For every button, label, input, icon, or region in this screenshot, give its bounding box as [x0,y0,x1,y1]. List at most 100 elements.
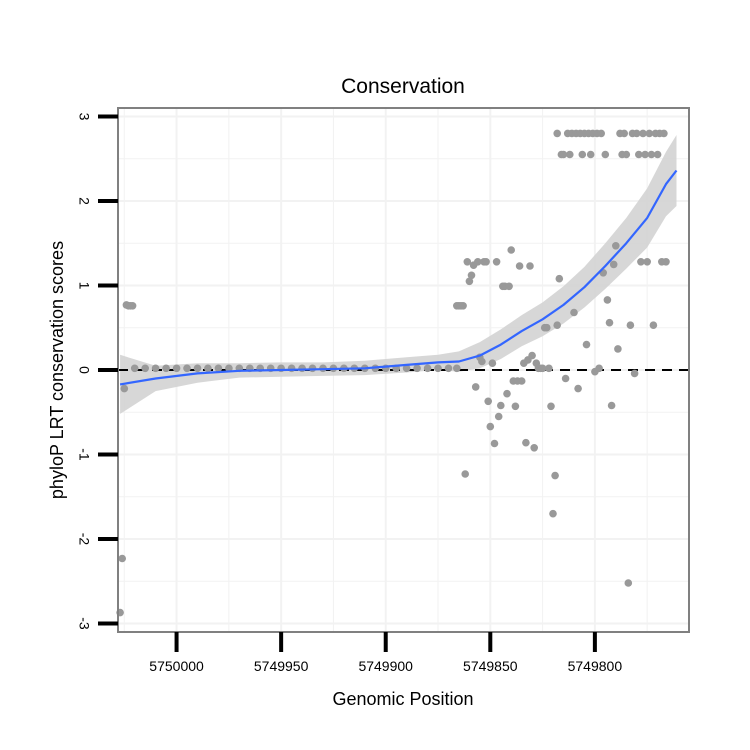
x-tick-label: 5749900 [358,658,413,674]
y-tick-label: 3 [76,113,92,121]
data-point [620,129,628,138]
data-point [130,364,139,373]
data-point [413,364,421,373]
confidence-band-layer [120,135,677,414]
data-point [204,364,212,373]
data-point [622,150,631,159]
data-point [632,129,641,138]
data-point [490,439,499,448]
data-point [465,277,474,286]
data-point [595,364,603,373]
data-point [649,321,658,330]
data-point [494,412,503,421]
y-tick-label: -2 [76,533,92,546]
y-tick-label: -3 [76,617,92,630]
data-point [643,258,651,266]
y-tick-label: 2 [76,197,92,205]
data-point [120,384,129,393]
data-point [607,401,616,410]
y-axis-label: phyloP LRT conservation scores [47,241,67,499]
data-point [614,345,622,353]
data-point [118,554,126,563]
data-point [471,383,480,391]
y-tick-label: -1 [76,448,92,461]
data-point [486,422,495,431]
data-point [528,351,536,360]
data-point [578,150,587,159]
data-point [582,340,591,349]
data-point [609,260,618,269]
data-point [543,323,551,332]
data-point [597,129,605,138]
data-point [453,364,461,373]
data-point [474,258,482,266]
data-point [492,258,501,266]
x-tick-label: 5750000 [149,658,204,674]
data-point [423,364,432,373]
loess-fit-line [119,169,678,386]
data-point [549,509,557,518]
y-tick-label: 1 [76,282,92,290]
data-point [507,246,515,254]
data-point [603,296,612,304]
data-point [467,271,476,280]
y-tick-label: 0 [76,366,92,374]
data-point [488,359,497,368]
data-point [503,389,511,398]
data-point [551,471,559,480]
data-point [505,282,513,291]
x-tick-label: 5749950 [254,658,309,674]
data-point [482,258,490,266]
x-axis-label: Genomic Position [332,689,473,709]
data-point [601,150,610,159]
data-point [624,579,633,587]
data-point [402,364,411,373]
data-point [630,369,639,378]
data-point [570,308,578,317]
data-point [637,258,645,266]
data-point [287,364,296,373]
data-point [478,357,486,366]
data-point [526,262,534,270]
data-point [193,364,202,373]
x-tick-label: 5749850 [463,658,518,674]
data-point [141,364,149,373]
data-point [612,242,620,250]
data-point [547,402,555,411]
data-point [225,364,233,373]
data-point [641,150,649,159]
data-point [561,374,570,383]
data-point [298,364,306,373]
data-point [511,402,520,411]
data-point [559,150,568,159]
data-points-layer [116,129,670,617]
data-point [555,274,564,283]
data-point [172,364,181,373]
y-axis: -3 -2 -1 0 1 2 3 [76,113,118,630]
data-point [545,364,553,373]
data-point [162,364,170,373]
data-point [586,150,595,159]
chart-title: Conservation [341,75,465,98]
data-point [497,401,505,410]
data-point [647,150,656,159]
data-point [639,129,647,138]
data-point [463,258,472,266]
data-point [653,150,662,159]
data-point [538,364,547,373]
data-point [605,318,614,327]
data-point [566,150,574,159]
data-point [635,150,643,159]
x-tick-label: 5749800 [568,658,623,674]
data-point [530,444,538,452]
data-point [574,384,582,393]
data-point [128,302,137,310]
data-point [515,262,524,270]
data-point [645,129,654,138]
data-point [459,302,467,310]
data-point [517,377,526,385]
data-point [183,364,191,373]
data-point [662,258,670,266]
data-point [151,364,160,373]
